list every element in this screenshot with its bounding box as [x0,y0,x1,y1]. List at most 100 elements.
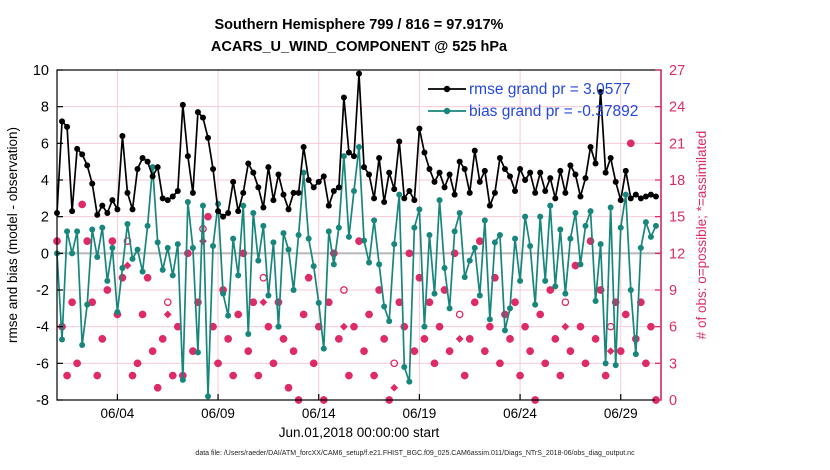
rmse-marker [376,155,383,161]
assimilated-obs-marker [380,334,389,343]
bias-marker [607,204,614,211]
bias-marker [265,292,272,299]
rmse-marker [436,169,443,176]
bias-marker [416,206,423,213]
assimilated-obs-marker [591,334,600,343]
bias-marker [74,228,81,235]
rmse-marker [476,178,483,185]
assimilated-obs-marker [254,371,263,380]
bias-marker [174,241,181,248]
bias-marker [79,342,86,348]
assimilated-obs-marker [606,347,615,356]
assimilated-obs-marker [284,383,293,392]
bias-marker [356,144,362,150]
assimilated-obs-marker [309,359,318,368]
bias-marker [220,290,227,297]
bias-marker [89,226,96,233]
rmse-marker [542,188,549,194]
assimilated-obs-marker [400,322,409,331]
assimilated-obs-marker [83,237,92,246]
assimilated-obs-marker [249,298,258,307]
bias-marker [537,213,544,220]
assimilated-obs-marker [425,298,434,307]
bias-marker [637,244,644,251]
assimilated-obs-marker [621,310,630,319]
assimilated-obs-marker [586,237,595,246]
rmse-marker [577,193,584,200]
bias-marker [426,232,433,238]
y-left-tick-label: 8 [41,100,49,116]
possible-obs-marker [455,310,464,319]
data-file-path: data file: /Users/raeder/DAI/ATM_forcXX/… [195,450,635,457]
assimilated-obs-marker [345,371,353,380]
bias-marker [376,261,383,268]
assimilated-obs-marker [616,347,625,356]
rmse-marker [627,195,634,202]
bias-marker [411,224,418,231]
rmse-marker [295,189,302,196]
bias-marker [471,244,478,251]
assimilated-obs-marker [163,310,172,319]
bias-marker [154,239,161,246]
rmse-marker [557,167,564,174]
assimilated-obs-marker [199,237,207,246]
assimilated-obs-marker [214,359,222,368]
rmse-marker [345,149,352,156]
rmse-marker [446,171,453,178]
assimilated-obs-marker [138,310,147,319]
assimilated-obs-marker [647,322,655,331]
bias-marker [59,336,66,343]
rmse-marker [466,189,473,196]
bias-marker [567,235,574,242]
assimilated-obs-marker [420,334,429,343]
bias-marker [456,210,463,216]
rmse-marker [310,184,317,191]
y-left-tick-label: 4 [41,173,49,189]
assimilated-obs-marker [521,322,529,331]
rmse-marker [587,144,594,150]
assimilated-obs-marker [475,237,484,246]
assimilated-obs-marker [93,371,102,380]
assimilated-obs-marker [405,249,414,258]
assimilated-obs-marker [465,334,474,343]
bias-marker [642,219,649,226]
bias-marker [114,309,121,315]
bias-marker [572,210,579,216]
bias-marker [184,199,191,205]
bias-marker [527,243,534,249]
bias-marker [350,188,357,194]
rmse-marker [109,197,116,204]
rmse-marker [532,189,539,196]
bias-marker [210,243,217,249]
assimilated-obs-marker [601,371,610,380]
rmse-marker [194,109,201,116]
rmse-marker [245,160,252,167]
assimilated-obs-marker [229,371,238,380]
bias-marker [99,224,106,231]
rmse-marker [567,162,574,169]
assimilated-obs-marker [516,371,524,380]
rmse-marker [164,197,171,204]
rmse-marker [642,193,649,200]
rmse-marker [149,173,156,180]
y-left-tick-label: -4 [36,320,49,336]
rmse-marker [426,166,433,172]
rmse-marker [159,195,166,202]
bias-marker [84,301,91,308]
bias-marker [552,283,559,290]
assimilated-obs-marker [128,371,137,380]
legend-label-bias: bias grand pr = -0.37892 [469,103,638,120]
bias-marker [587,208,594,215]
rmse-marker [199,114,206,121]
bias-marker [361,237,368,244]
rmse-marker [119,133,126,139]
y-left-tick-label: -6 [36,356,49,372]
assimilated-obs-marker [566,347,575,356]
rmse-marker [552,195,559,202]
rmse-marker [517,166,524,172]
assimilated-obs-marker [395,298,404,307]
bias-marker [461,274,468,281]
assimilated-obs-marker [153,383,162,392]
y-axis-label-right: # of obs: o=possible; *=assimilated [694,131,709,340]
bias-marker [617,224,624,231]
